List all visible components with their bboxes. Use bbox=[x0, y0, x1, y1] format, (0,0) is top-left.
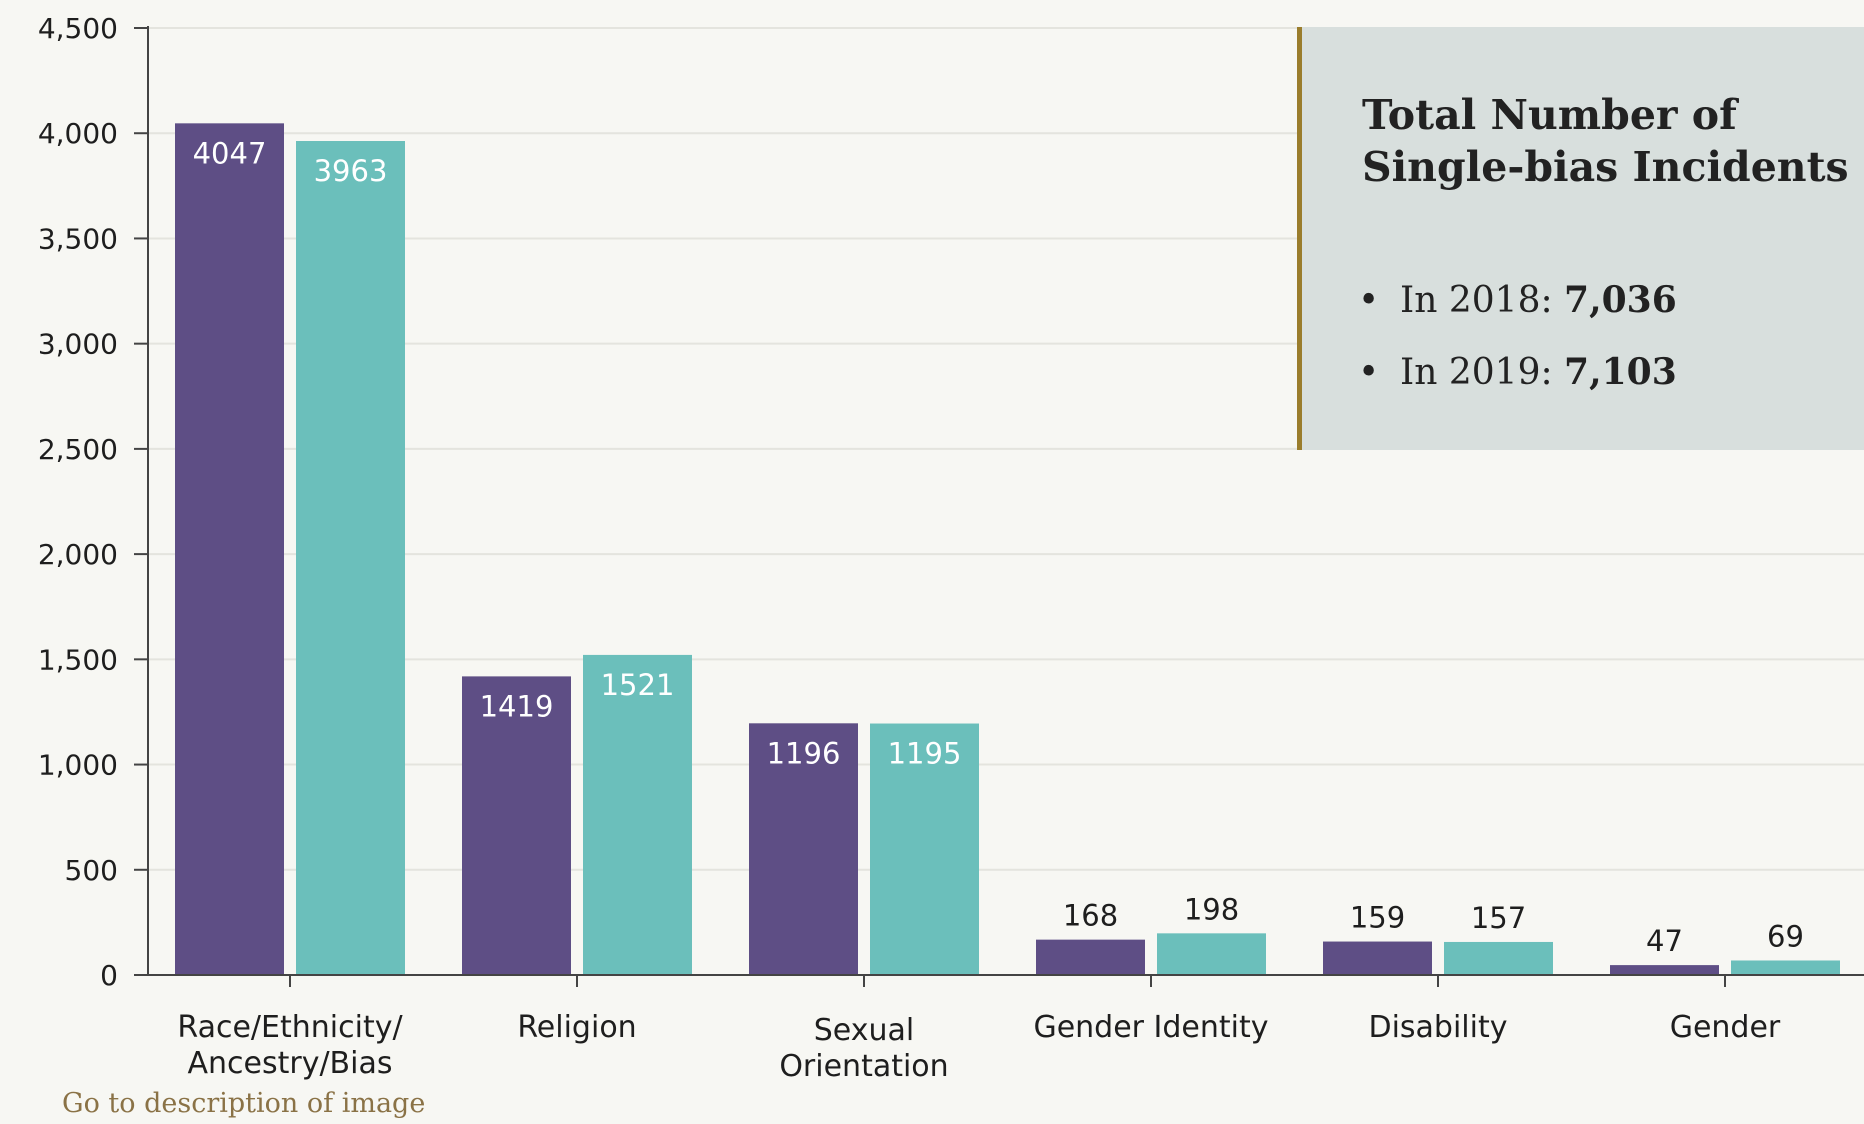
bar-value-label: 1196 bbox=[767, 736, 841, 770]
bar bbox=[870, 723, 979, 975]
bar bbox=[1157, 933, 1266, 975]
summary-item-label: In 2019: bbox=[1400, 352, 1565, 393]
bar bbox=[1444, 941, 1553, 975]
bars bbox=[175, 123, 1840, 975]
x-category-label: Orientation bbox=[779, 1049, 948, 1084]
y-tick-label: 4,000 bbox=[38, 117, 118, 150]
bar-value-label: 1419 bbox=[480, 689, 554, 723]
bar bbox=[1610, 965, 1719, 975]
x-category-label: Gender Identity bbox=[1033, 1010, 1268, 1045]
y-tick-label: 1,500 bbox=[38, 643, 118, 676]
summary-item-2019: • In 2019: 7,103 bbox=[1358, 351, 1677, 393]
bar bbox=[1323, 941, 1432, 975]
summary-item-2018: • In 2018: 7,036 bbox=[1358, 279, 1677, 321]
bar bbox=[1731, 960, 1840, 975]
bar-value-label: 69 bbox=[1767, 919, 1804, 953]
bullet-icon: • bbox=[1358, 352, 1380, 393]
y-tick-label: 3,000 bbox=[38, 328, 118, 361]
y-tick-label: 2,500 bbox=[38, 433, 118, 466]
bar bbox=[462, 676, 571, 975]
x-category-label: Ancestry/Bias bbox=[187, 1046, 392, 1081]
y-tick-label: 1,000 bbox=[38, 749, 118, 782]
summary-title: Total Number of Single-bias Incidents bbox=[1362, 91, 1849, 191]
bar bbox=[749, 723, 858, 975]
y-tick-label: 4,500 bbox=[38, 12, 118, 45]
y-tick-label: 500 bbox=[65, 854, 118, 887]
summary-item-value: 7,036 bbox=[1564, 279, 1677, 321]
bar bbox=[583, 654, 692, 975]
y-tick-label: 0 bbox=[100, 959, 118, 992]
bar bbox=[1036, 939, 1145, 975]
summary-item-value: 7,103 bbox=[1564, 351, 1677, 393]
labels: 0 500 1,000 1,500 2,000 2,500 3,000 3,500 4,000 4… bbox=[38, 12, 1804, 1084]
bar-value-label: 159 bbox=[1350, 901, 1405, 935]
bullet-icon: • bbox=[1358, 280, 1380, 321]
axes bbox=[134, 26, 1864, 987]
y-tick-label: 3,500 bbox=[38, 222, 118, 255]
bar-value-label: 1195 bbox=[888, 737, 962, 771]
bar-value-label: 157 bbox=[1471, 901, 1526, 935]
x-category-label: Sexual bbox=[814, 1013, 914, 1048]
bar-value-label: 4047 bbox=[193, 136, 267, 170]
bar bbox=[296, 141, 405, 975]
x-category-label: Race/Ethnicity/ bbox=[177, 1010, 403, 1045]
y-tick-label: 2,000 bbox=[38, 538, 118, 571]
bar-value-label: 168 bbox=[1063, 899, 1118, 933]
image-description-link[interactable]: Go to description of image bbox=[62, 1088, 426, 1119]
grid-lines bbox=[148, 27, 1864, 871]
bar-value-label: 3963 bbox=[314, 154, 388, 188]
bar-value-label: 198 bbox=[1184, 892, 1239, 926]
summary-item-label: In 2018: bbox=[1400, 280, 1565, 321]
bar-value-label: 47 bbox=[1646, 924, 1683, 958]
bar bbox=[175, 123, 284, 975]
bar-value-label: 1521 bbox=[601, 668, 675, 702]
x-category-label: Religion bbox=[517, 1010, 636, 1045]
x-category-label: Gender bbox=[1670, 1010, 1781, 1045]
summary-box: Total Number of Single-bias Incidents • I… bbox=[1297, 27, 1864, 450]
x-category-label: Disability bbox=[1368, 1010, 1507, 1045]
